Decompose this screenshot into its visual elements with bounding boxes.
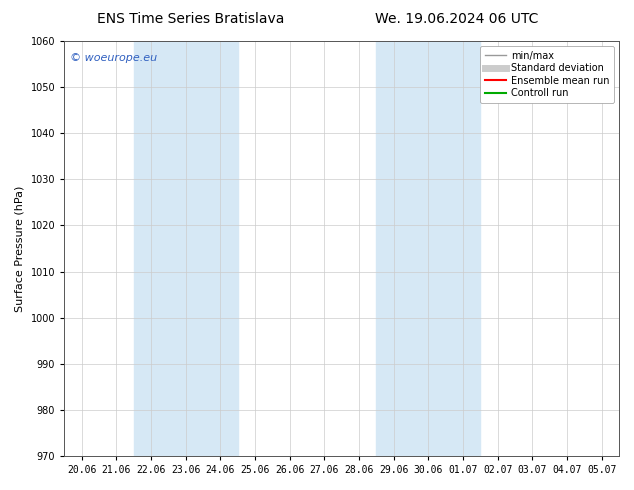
Bar: [134, 41, 238, 456]
Text: We. 19.06.2024 06 UTC: We. 19.06.2024 06 UTC: [375, 12, 538, 26]
Text: ENS Time Series Bratislava: ENS Time Series Bratislava: [96, 12, 284, 26]
Y-axis label: Surface Pressure (hPa): Surface Pressure (hPa): [15, 185, 25, 312]
Legend: min/max, Standard deviation, Ensemble mean run, Controll run: min/max, Standard deviation, Ensemble me…: [480, 46, 614, 103]
Text: © woeurope.eu: © woeurope.eu: [70, 53, 157, 64]
Bar: [376, 41, 481, 456]
